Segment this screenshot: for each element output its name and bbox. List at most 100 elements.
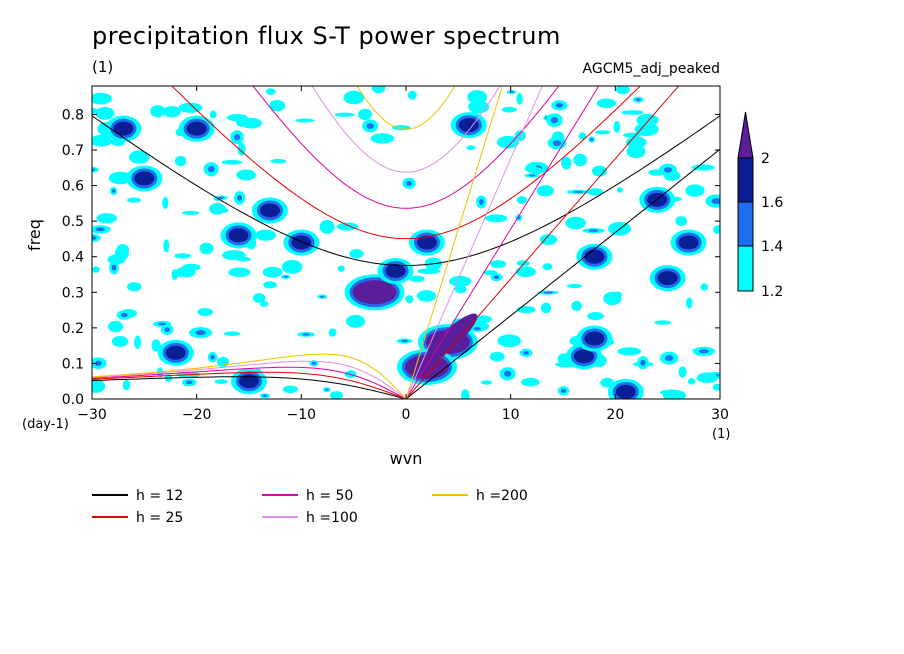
contour-blob-mid [406,180,413,186]
dispersion-curve-rossby [92,360,407,399]
peak-core [239,374,259,389]
x-unit-label: (1) [712,427,730,442]
kelvin-band-peak [422,313,478,364]
contour-blob-low [596,98,617,108]
contour-blob-mid [92,168,96,172]
contour-blob-low [209,203,226,215]
contour-blob-low [236,169,256,181]
contour-blob-low [260,301,269,308]
y-tick-label: 0.0 [62,392,84,408]
contour-blob-low [516,260,530,267]
colorbar-level-label: 1.6 [761,195,783,211]
peak-core [385,263,406,278]
contour-blob-low [516,196,528,204]
contour-blob-low [461,389,470,399]
contour-blob-mid [588,229,599,232]
contour-blob-low [521,377,540,387]
colorbar-level-label: 1.4 [761,239,783,255]
colorbar-segment [737,157,754,203]
contour-blob-low [615,86,630,95]
y-tick-label: 0.4 [62,250,84,266]
contour-blob-low [630,139,641,150]
peak-core [165,345,186,360]
contour-blob-mid [311,361,316,365]
contour-blob-mid [217,196,225,199]
contour-blob-mid [528,174,536,177]
contour-blob-mid [640,359,646,366]
contour-blob-mid [400,339,408,343]
contour-blob-mid [552,140,562,146]
contour-blob-low [162,196,169,209]
contour-blob-mid [112,189,116,193]
run-name-label: AGCM5_adj_peaked [582,61,720,77]
contour-blob-low [696,372,718,384]
dispersion-curve-kelvin [405,86,543,399]
contour-blob-low [496,135,520,149]
colorbar-extend-arrow [737,111,754,159]
contour-blob-mid [550,117,559,124]
axis-ticks: −30 −20 −10 0 10 20 30 0.0 0.1 0.2 0.3 0.4 0.5 0.6 0.7… [62,86,729,423]
peak-core [657,271,678,286]
colorbar-level-label: 1.2 [761,284,783,300]
legend-label: h = 50 [306,488,353,504]
contour-blob-low [662,390,687,399]
contour-blob-low [371,86,386,94]
contour-blob-low [92,379,106,393]
colorbar: 1.2 1.4 1.6 2 [737,111,783,300]
contour-blob-low [416,290,437,302]
legend-label: h = 25 [136,510,183,526]
contour-blob-low [199,242,214,255]
contour-blob-low [255,229,277,241]
contour-blob-low [127,197,141,203]
contour-blob-low [221,250,246,261]
contour-blob-mid [523,350,530,355]
x-tick-label: 0 [402,407,411,423]
colorbar-level-label: 2 [761,151,770,167]
peak-core [186,121,207,136]
contour-blob-low [586,188,604,196]
contour-blob-low [122,379,131,391]
contour-blob-low [539,234,558,246]
contour-blob-low [240,117,262,129]
contour-blob-low [92,134,113,147]
contour-blob-low [603,291,622,306]
peak-core [615,384,636,399]
contour-blob-low [223,331,240,336]
contour-blob-mid [95,227,105,232]
contour-blob-low [151,339,161,352]
y-tick-label: 0.7 [62,143,84,159]
chart-unit-note: (1) [92,58,114,76]
contour-blob-low [281,260,303,274]
contour-blob-low [328,328,337,337]
contour-blob-low [221,159,243,165]
contour-blob-low [480,380,493,385]
peak-core [228,228,249,243]
x-axis-label: wvn [390,449,423,468]
contour-blob-mid [320,295,325,298]
peak-core [416,235,437,250]
contour-blob-low [334,112,355,117]
contour-blob-mid [509,91,514,94]
contour-blob-low [591,165,608,177]
legend-label: h =100 [306,510,358,526]
contour-blob-mid [262,394,268,397]
contour-blob-low [467,90,488,104]
x-tick-label: −20 [182,407,212,423]
contour-blob-low [96,213,117,224]
contour-blob-low [134,335,141,350]
legend-label: h = 12 [136,488,183,504]
contour-blob-low [489,351,505,362]
x-tick-label: 20 [606,407,624,423]
contour-blob-low [571,300,582,311]
contour-blob-low [252,293,266,303]
contour-blob-low [516,306,536,314]
contour-blob-low [329,391,344,399]
colorbar-segment [737,201,754,247]
contour-blob-low [675,216,688,227]
x-tick-label: −30 [77,407,107,423]
peak-core [584,249,605,264]
contour-blob-low [209,110,217,119]
contour-blob-mid [94,360,102,366]
contour-blob-mid [185,380,193,385]
